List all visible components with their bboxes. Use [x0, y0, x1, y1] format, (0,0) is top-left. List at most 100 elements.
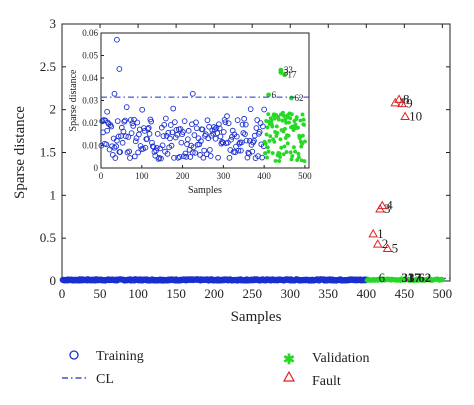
inset-training-point	[121, 118, 128, 125]
inset-training-point	[164, 150, 171, 157]
inset-training-point	[182, 150, 189, 157]
inset-training-series	[98, 36, 267, 162]
inset-validation-point	[300, 141, 305, 146]
inset-validation-point	[302, 139, 307, 144]
main-validation-series	[364, 276, 445, 283]
inset-training-point	[242, 121, 249, 128]
inset-annotation-label: 33	[284, 65, 294, 75]
inset-annotation-label: 17	[288, 70, 298, 80]
inset-validation-point	[288, 150, 293, 155]
inset-validation-point	[290, 154, 295, 159]
inset-training-point	[197, 152, 203, 158]
inset-training-point	[207, 147, 213, 153]
inset-validation-point	[280, 110, 285, 115]
inset-training-point	[125, 134, 132, 140]
inset-training-point	[185, 136, 191, 143]
inset-training-point	[216, 121, 222, 128]
inset-validation-point	[302, 159, 307, 164]
inset-training-point	[134, 119, 141, 126]
inset-training-point	[139, 106, 146, 113]
main-fault-label: 8	[403, 91, 410, 106]
inset-validation-point	[272, 139, 277, 144]
inset-training-point	[116, 66, 123, 72]
inset-x-tick-label: 400	[257, 171, 271, 181]
inset-validation-point	[279, 145, 284, 150]
inset-training-point	[112, 155, 119, 161]
main-x-tick-label: 500	[433, 286, 453, 301]
inset-training-point	[171, 119, 178, 125]
inset-y-tick-label: 0.01	[82, 141, 98, 151]
main-x-axis-label: Samples	[231, 309, 282, 325]
inset-training-point	[253, 125, 260, 131]
main-y-axis-label: Sparse distance	[12, 106, 28, 199]
main-y-tick-label: 2.5	[40, 59, 56, 74]
inset-training-point	[113, 143, 119, 150]
inset-training-point	[128, 130, 135, 136]
inset-training-point	[249, 148, 256, 155]
inset-x-tick-label: 500	[298, 171, 312, 181]
inset-validation-point	[270, 151, 275, 156]
main-fault-point	[368, 228, 379, 238]
inset-training-point	[217, 133, 224, 140]
inset-training-point	[154, 131, 161, 137]
inset-annotation-label: 3	[284, 67, 289, 77]
main-x-tick-label: 450	[395, 286, 415, 301]
main-fault-point	[394, 94, 404, 103]
inset-validation-point	[282, 126, 287, 131]
inset-training-point	[145, 126, 151, 132]
inset-training-point	[189, 90, 196, 97]
inset-highlight-point	[266, 92, 272, 98]
inset-training-point	[127, 155, 133, 161]
inset-training-point	[259, 154, 265, 161]
inset-training-point	[170, 105, 177, 112]
legend-validation-marker: ✱	[283, 353, 295, 368]
main-fault-label: 5	[392, 240, 399, 255]
inset-validation-point	[276, 117, 281, 122]
main-training-series	[59, 276, 370, 284]
main-y-tick-label: 3	[50, 16, 57, 31]
inset-validation-point	[302, 122, 307, 127]
inset-training-point	[192, 150, 199, 156]
inset-training-point	[123, 133, 129, 140]
inset-training-point	[200, 154, 207, 161]
inset-training-point	[238, 139, 245, 146]
inset-training-point	[239, 121, 246, 128]
inset-training-point	[214, 130, 221, 137]
inset-training-point	[215, 154, 221, 161]
main-y-tick-label: 0	[50, 273, 57, 288]
inset-validation-point	[275, 131, 280, 136]
inset-training-point	[122, 117, 128, 124]
legend-fault-label: Fault	[312, 374, 341, 389]
main-x-tick-label: 150	[166, 286, 186, 301]
inset-y-tick-label: 0.05	[82, 51, 98, 61]
inset-validation-point	[294, 115, 299, 120]
inset-x-tick-label: 100	[135, 171, 149, 181]
inset-y-tick-label: 0.02	[82, 118, 98, 128]
inset-highlight-point	[282, 72, 287, 78]
inset-validation-point	[273, 158, 278, 163]
main-x-tick-label: 400	[357, 286, 377, 301]
inset-validation-point	[284, 150, 289, 155]
inset-validation-point	[293, 149, 298, 154]
inset-training-point	[159, 142, 166, 149]
inset-validation-point	[300, 133, 305, 138]
inset-training-point	[160, 133, 167, 139]
inset-y-tick-label: 0.04	[82, 73, 98, 83]
inset-training-point	[130, 123, 137, 129]
inset-validation-point	[287, 120, 292, 125]
inset-validation-point	[291, 145, 296, 150]
inset-validation-point	[270, 124, 275, 129]
inset-validation-point	[263, 151, 268, 156]
inset-training-point	[169, 129, 176, 136]
inset-x-axis-label: Samples	[188, 185, 222, 196]
main-fault-label: 3	[384, 201, 391, 216]
inset-training-point	[104, 127, 110, 134]
main-x-tick-label: 0	[59, 286, 66, 301]
inset-validation-point	[285, 141, 290, 146]
inset-training-point	[104, 108, 110, 115]
main-fault-point	[400, 111, 410, 121]
main-fault-point	[382, 243, 393, 252]
inset-validation-point	[295, 125, 300, 130]
